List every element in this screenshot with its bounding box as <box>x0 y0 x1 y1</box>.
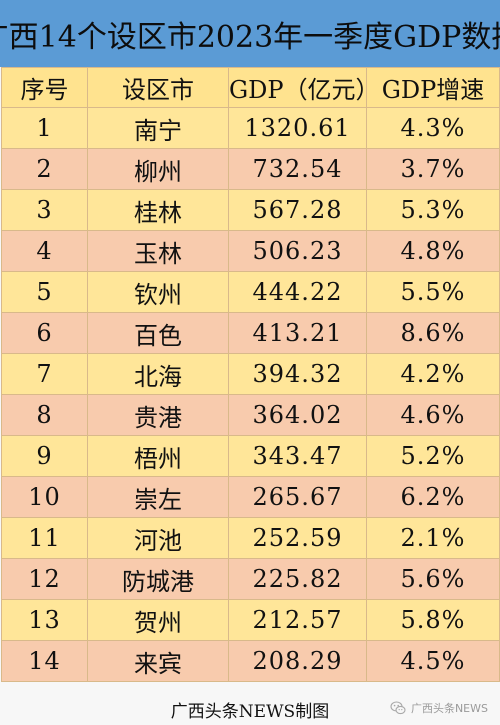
page-title: 广西14个设区市2023年一季度GDP数据 <box>0 19 500 55</box>
table-row: 1 南宁 1320.61 4.3% <box>1 107 500 149</box>
table-row: 6 百色 413.21 8.6% <box>1 312 500 354</box>
header-growth: GDP增速 <box>366 67 500 108</box>
cell-gdp: 208.29 <box>228 640 367 682</box>
cell-city: 贵港 <box>87 394 229 436</box>
cell-growth: 2.1% <box>366 517 500 559</box>
cell-gdp: 732.54 <box>228 148 367 190</box>
cell-growth: 5.6% <box>366 558 500 600</box>
footer: 广西头条NEWS制图 广西头条NEWS <box>0 690 500 725</box>
wechat-icon <box>390 700 406 716</box>
cell-rank: 7 <box>1 353 88 395</box>
cell-growth: 4.6% <box>366 394 500 436</box>
cell-rank: 12 <box>1 558 88 600</box>
cell-growth: 4.5% <box>366 640 500 682</box>
table-row: 10 崇左 265.67 6.2% <box>1 476 500 518</box>
cell-growth: 5.2% <box>366 435 500 477</box>
header-city: 设区市 <box>87 67 229 108</box>
cell-growth: 8.6% <box>366 312 500 354</box>
cell-rank: 3 <box>1 189 88 231</box>
table-row: 11 河池 252.59 2.1% <box>1 517 500 559</box>
cell-growth: 4.2% <box>366 353 500 395</box>
table-row: 12 防城港 225.82 5.6% <box>1 558 500 600</box>
cell-rank: 5 <box>1 271 88 313</box>
cell-gdp: 444.22 <box>228 271 367 313</box>
cell-gdp: 364.02 <box>228 394 367 436</box>
cell-rank: 10 <box>1 476 88 518</box>
cell-rank: 11 <box>1 517 88 559</box>
table-row: 9 梧州 343.47 5.2% <box>1 435 500 477</box>
cell-growth: 4.8% <box>366 230 500 272</box>
header-gdp: GDP（亿元） <box>228 67 380 108</box>
cell-rank: 4 <box>1 230 88 272</box>
table-row: 4 玉林 506.23 4.8% <box>1 230 500 272</box>
cell-rank: 6 <box>1 312 88 354</box>
watermark: 广西头条NEWS <box>390 700 488 716</box>
cell-growth: 5.3% <box>366 189 500 231</box>
table-row: 3 桂林 567.28 5.3% <box>1 189 500 231</box>
cell-city: 崇左 <box>87 476 229 518</box>
table-row: 13 贺州 212.57 5.8% <box>1 599 500 641</box>
header-rank: 序号 <box>1 67 88 108</box>
cell-growth: 4.3% <box>366 107 500 149</box>
cell-growth: 5.8% <box>366 599 500 641</box>
table-row: 2 柳州 732.54 3.7% <box>1 148 500 190</box>
cell-gdp: 252.59 <box>228 517 367 559</box>
cell-rank: 2 <box>1 148 88 190</box>
cell-city: 防城港 <box>87 558 229 600</box>
cell-city: 梧州 <box>87 435 229 477</box>
table-row: 5 钦州 444.22 5.5% <box>1 271 500 313</box>
cell-gdp: 394.32 <box>228 353 367 395</box>
cell-city: 南宁 <box>87 107 229 149</box>
table-row: 8 贵港 364.02 4.6% <box>1 394 500 436</box>
cell-rank: 13 <box>1 599 88 641</box>
cell-rank: 8 <box>1 394 88 436</box>
cell-city: 来宾 <box>87 640 229 682</box>
table-row: 14 来宾 208.29 4.5% <box>1 640 500 682</box>
cell-city: 北海 <box>87 353 229 395</box>
cell-city: 河池 <box>87 517 229 559</box>
title-bar: 广西14个设区市2023年一季度GDP数据 <box>0 0 500 67</box>
cell-rank: 1 <box>1 107 88 149</box>
cell-city: 玉林 <box>87 230 229 272</box>
cell-rank: 14 <box>1 640 88 682</box>
cell-gdp: 413.21 <box>228 312 367 354</box>
cell-rank: 9 <box>1 435 88 477</box>
cell-city: 柳州 <box>87 148 229 190</box>
table-body: 1 南宁 1320.61 4.3% 2 柳州 732.54 3.7% 3 桂林 … <box>1 107 500 682</box>
cell-gdp: 225.82 <box>228 558 367 600</box>
cell-gdp: 343.47 <box>228 435 367 477</box>
cell-growth: 3.7% <box>366 148 500 190</box>
cell-city: 贺州 <box>87 599 229 641</box>
cell-growth: 6.2% <box>366 476 500 518</box>
cell-gdp: 567.28 <box>228 189 367 231</box>
cell-gdp: 265.67 <box>228 476 367 518</box>
gdp-table: 序号 设区市 GDP（亿元） GDP增速 1 南宁 1320.61 4.3% 2… <box>1 67 500 682</box>
table-row: 7 北海 394.32 4.2% <box>1 353 500 395</box>
header-row: 序号 设区市 GDP（亿元） GDP增速 <box>1 67 500 108</box>
cell-gdp: 212.57 <box>228 599 367 641</box>
cell-city: 钦州 <box>87 271 229 313</box>
cell-gdp: 506.23 <box>228 230 367 272</box>
watermark-text: 广西头条NEWS <box>410 702 488 715</box>
cell-gdp: 1320.61 <box>228 107 367 149</box>
cell-city: 百色 <box>87 312 229 354</box>
footer-credit: 广西头条NEWS制图 <box>170 702 330 722</box>
cell-city: 桂林 <box>87 189 229 231</box>
cell-growth: 5.5% <box>366 271 500 313</box>
